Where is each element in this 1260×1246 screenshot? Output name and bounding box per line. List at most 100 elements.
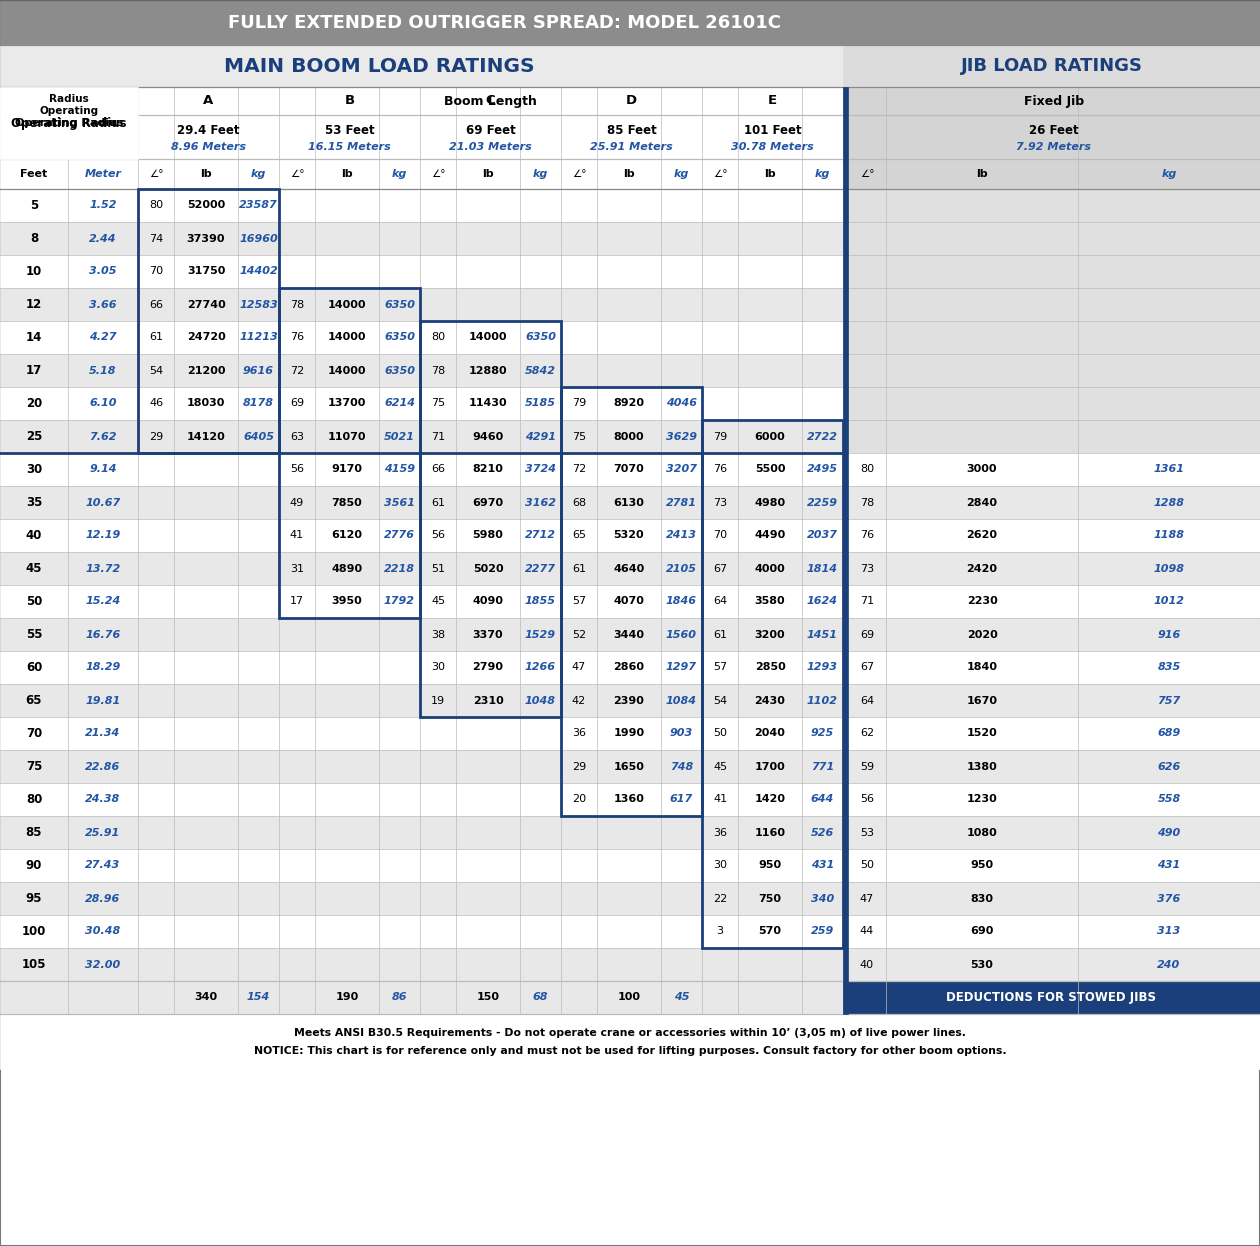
Text: ∠°: ∠°	[572, 169, 586, 179]
Text: 1670: 1670	[966, 695, 998, 705]
Text: 14120: 14120	[186, 431, 226, 441]
Text: 2259: 2259	[806, 497, 838, 507]
Text: 38: 38	[431, 629, 445, 639]
Bar	[0, 45, 843, 87]
Bar	[843, 716, 1260, 750]
Text: 617: 617	[670, 795, 693, 805]
Text: 830: 830	[970, 893, 993, 903]
Bar	[0, 354, 843, 388]
Text: 1098: 1098	[1153, 563, 1184, 573]
Text: 5020: 5020	[472, 563, 503, 573]
Text: kg: kg	[533, 169, 548, 179]
Bar	[843, 684, 1260, 716]
Text: 1.52: 1.52	[89, 201, 117, 211]
Text: 950: 950	[759, 861, 781, 871]
Text: 79: 79	[572, 399, 586, 409]
Text: 490: 490	[1158, 827, 1181, 837]
Bar	[843, 782, 1260, 816]
Text: 6120: 6120	[331, 531, 363, 541]
Text: 9170: 9170	[331, 465, 363, 475]
Text: 3561: 3561	[384, 497, 415, 507]
Text: 2722: 2722	[806, 431, 838, 441]
Bar	[0, 255, 843, 288]
Text: 80: 80	[149, 201, 163, 211]
Text: 12583: 12583	[239, 299, 278, 309]
Text: 73: 73	[859, 563, 874, 573]
Text: 45: 45	[431, 597, 445, 607]
Text: 1990: 1990	[614, 729, 645, 739]
Text: 32.00: 32.00	[86, 959, 121, 969]
Text: 60: 60	[25, 660, 42, 674]
Bar	[843, 882, 1260, 915]
Text: 4090: 4090	[472, 597, 504, 607]
Text: 41: 41	[290, 531, 304, 541]
Text: 4640: 4640	[614, 563, 645, 573]
Text: 72: 72	[572, 465, 586, 475]
Text: 925: 925	[811, 729, 834, 739]
Text: NOTICE: This chart is for reference only and must not be used for lifting purpos: NOTICE: This chart is for reference only…	[253, 1047, 1007, 1057]
Text: 75: 75	[431, 399, 445, 409]
Text: 45: 45	[25, 562, 43, 574]
Text: 7850: 7850	[331, 497, 363, 507]
Text: 8178: 8178	[243, 399, 273, 409]
Bar	[420, 321, 561, 716]
Text: 56: 56	[431, 531, 445, 541]
Bar	[843, 45, 1260, 87]
Text: 1361: 1361	[1153, 465, 1184, 475]
Text: 64: 64	[859, 695, 874, 705]
Bar	[0, 189, 843, 222]
Text: 6.10: 6.10	[89, 399, 117, 409]
Bar	[0, 388, 843, 420]
Bar	[0, 520, 843, 552]
Text: 23587: 23587	[239, 201, 278, 211]
Bar	[843, 87, 848, 1014]
Text: 689: 689	[1158, 729, 1181, 739]
Bar	[843, 650, 1260, 684]
Text: lb: lb	[341, 169, 353, 179]
Text: 9616: 9616	[243, 365, 273, 375]
Text: 1840: 1840	[966, 663, 998, 673]
Text: 61: 61	[149, 333, 163, 343]
Text: 29: 29	[572, 761, 586, 771]
Bar	[0, 288, 843, 321]
Text: A: A	[203, 95, 214, 107]
Text: 8210: 8210	[472, 465, 504, 475]
Text: 25.91 Meters: 25.91 Meters	[590, 142, 673, 152]
Text: Meets ANSI B30.5 Requirements - Do not operate crane or accessories within 10’ (: Meets ANSI B30.5 Requirements - Do not o…	[294, 1028, 966, 1038]
Text: 2413: 2413	[667, 531, 697, 541]
Text: 12.19: 12.19	[86, 531, 121, 541]
Text: 771: 771	[811, 761, 834, 771]
Text: 57: 57	[572, 597, 586, 607]
Text: 1846: 1846	[667, 597, 697, 607]
Text: 69: 69	[859, 629, 874, 639]
Text: 16960: 16960	[239, 233, 278, 243]
Text: C: C	[485, 95, 495, 107]
Text: 2105: 2105	[667, 563, 697, 573]
Text: 5500: 5500	[755, 465, 785, 475]
Bar	[843, 981, 1260, 1014]
Text: 67: 67	[713, 563, 727, 573]
Text: 2218: 2218	[384, 563, 415, 573]
Text: 100: 100	[617, 993, 640, 1003]
Text: 36: 36	[713, 827, 727, 837]
Text: 20: 20	[26, 397, 42, 410]
Text: kg: kg	[251, 169, 266, 179]
Text: 37390: 37390	[186, 233, 226, 243]
Text: 340: 340	[194, 993, 218, 1003]
Text: 30.78 Meters: 30.78 Meters	[731, 142, 814, 152]
Text: 240: 240	[1158, 959, 1181, 969]
Text: ∠°: ∠°	[431, 169, 445, 179]
Text: B: B	[344, 95, 354, 107]
Text: 12880: 12880	[469, 365, 508, 375]
Text: 1520: 1520	[966, 729, 998, 739]
Text: lb: lb	[483, 169, 494, 179]
Bar	[0, 618, 843, 650]
Text: 4000: 4000	[755, 563, 785, 573]
Bar	[843, 255, 1260, 288]
Text: 1084: 1084	[667, 695, 697, 705]
Text: 14000: 14000	[469, 333, 508, 343]
Text: 1560: 1560	[667, 629, 697, 639]
Text: 31: 31	[290, 563, 304, 573]
Text: 903: 903	[670, 729, 693, 739]
Text: 835: 835	[1158, 663, 1181, 673]
